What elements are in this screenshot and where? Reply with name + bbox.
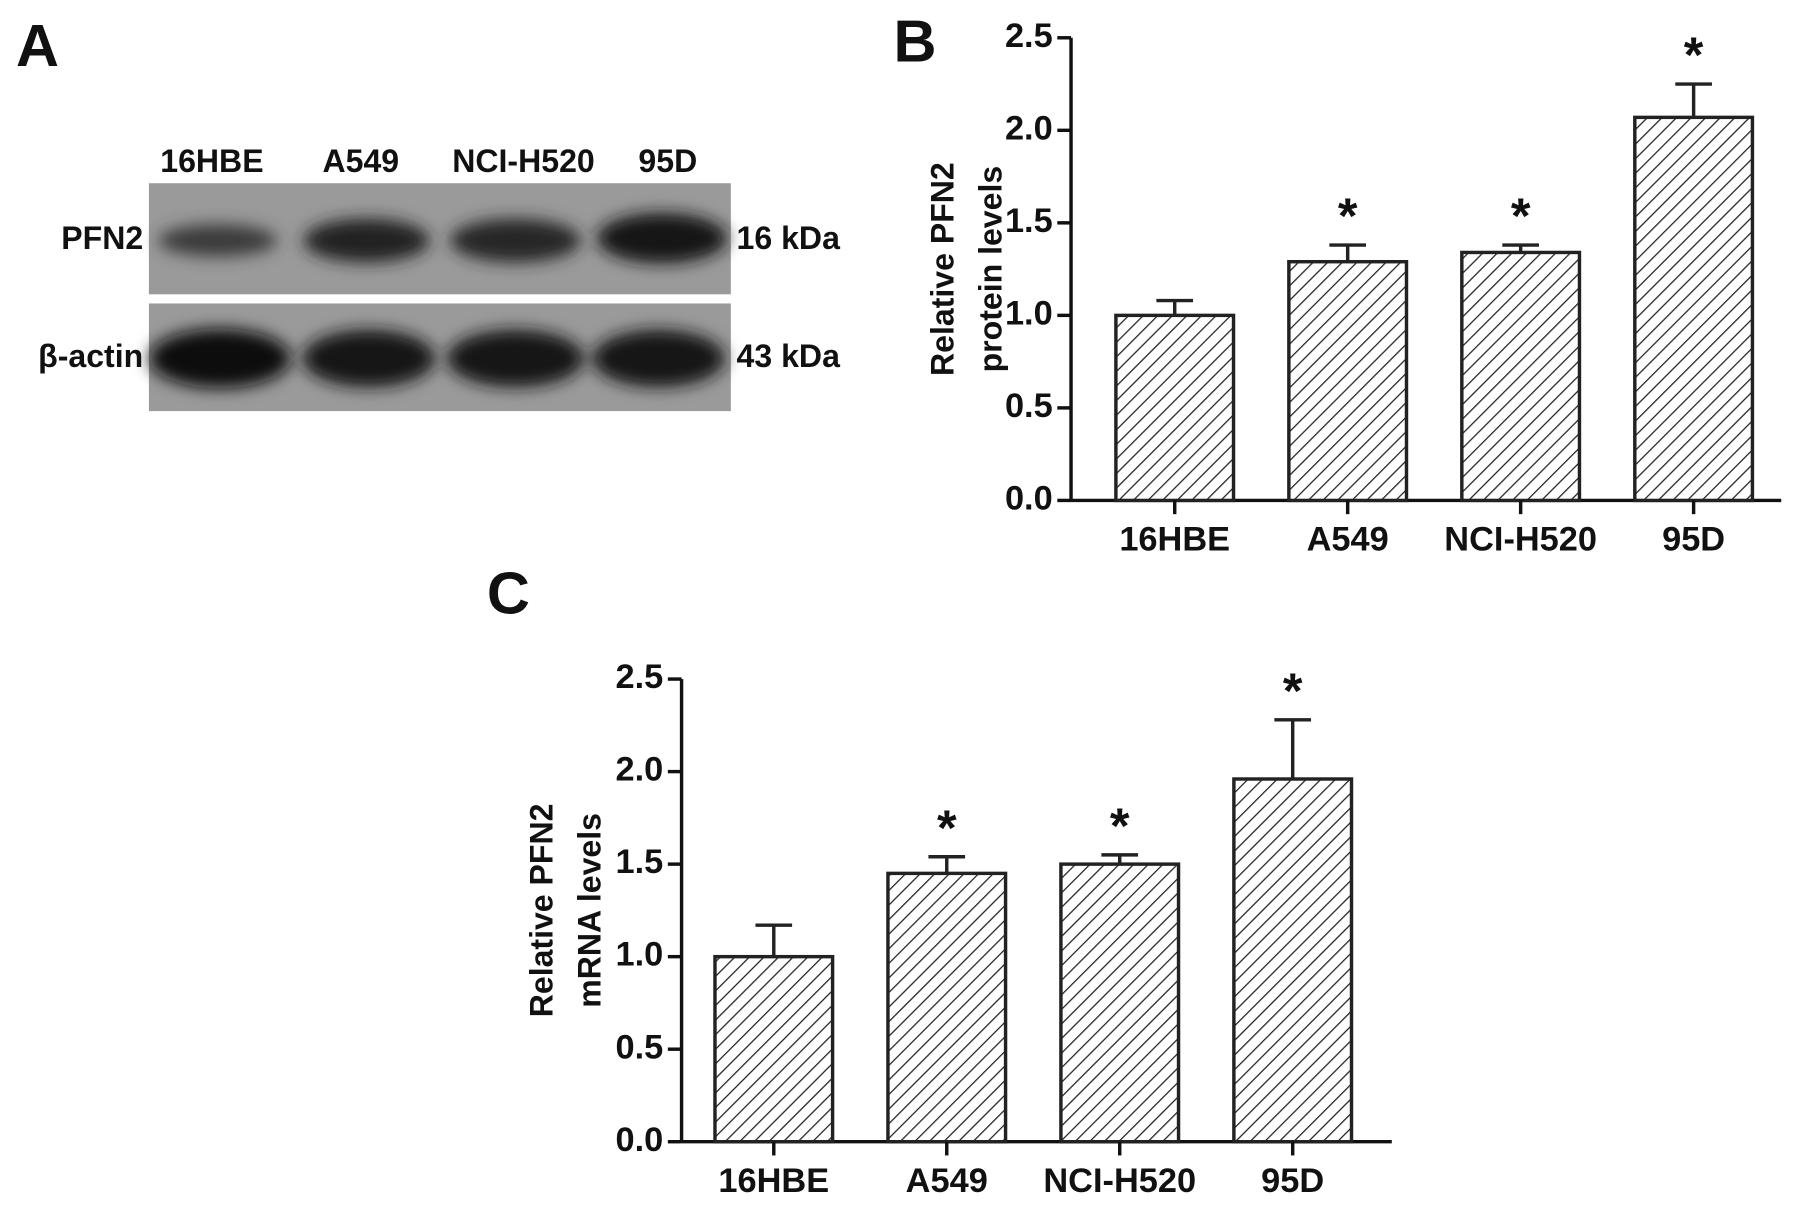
panel-label: C bbox=[487, 560, 530, 627]
y-tick-label: 0.5 bbox=[1005, 387, 1053, 425]
bar bbox=[1059, 862, 1181, 1144]
x-tick-label: NCI-H520 bbox=[1444, 521, 1597, 559]
y-tick-label: 2.5 bbox=[615, 658, 663, 696]
y-axis-label: mRNA levels bbox=[572, 813, 608, 1008]
y-tick-label: 0.0 bbox=[1005, 480, 1053, 518]
size-label: 43 kDa bbox=[737, 338, 842, 374]
lane-label: 16HBE bbox=[160, 143, 263, 179]
x-tick-label: A549 bbox=[1307, 521, 1389, 559]
chart: C Relative PFN2 mRNA levels 0.0 0.5 1.0 1.5 2.0… bbox=[487, 560, 1392, 1200]
panel-label: A bbox=[16, 12, 59, 79]
row-label: β-actin bbox=[38, 338, 143, 374]
y-tick-label: 1.5 bbox=[1005, 202, 1053, 240]
bar bbox=[1460, 250, 1582, 503]
bar bbox=[1232, 777, 1354, 1144]
chart: B Relative PFN2 protein levels 0.0 0.5 1.0 1.5… bbox=[893, 8, 1782, 559]
x-tick-label: 16HBE bbox=[718, 1162, 829, 1200]
bar bbox=[1287, 259, 1409, 503]
western-blot: A 16HBE A549 NCI-H520 95D PFN2 β-actin 1… bbox=[16, 12, 842, 412]
y-axis-label: Relative PFN2 bbox=[925, 162, 961, 376]
y-tick-label: 1.0 bbox=[615, 936, 663, 974]
y-tick-label: 0.0 bbox=[615, 1121, 663, 1159]
bar bbox=[1633, 115, 1755, 503]
x-tick-label: NCI-H520 bbox=[1043, 1162, 1196, 1200]
y-tick-label: 1.5 bbox=[615, 843, 663, 881]
x-tick-label: A549 bbox=[906, 1162, 988, 1200]
lane-label: NCI-H520 bbox=[452, 143, 595, 179]
size-label: 16 kDa bbox=[737, 220, 842, 256]
panel-label: B bbox=[893, 8, 936, 75]
bar bbox=[886, 871, 1008, 1144]
y-axis-label: Relative PFN2 bbox=[524, 804, 560, 1018]
significance: * bbox=[1511, 187, 1531, 244]
significance: * bbox=[1338, 187, 1358, 244]
bar bbox=[713, 954, 835, 1144]
row-label: PFN2 bbox=[61, 220, 143, 256]
y-tick-label: 0.5 bbox=[615, 1028, 663, 1066]
bar bbox=[1114, 313, 1236, 503]
significance: * bbox=[937, 799, 957, 856]
x-tick-label: 16HBE bbox=[1119, 521, 1230, 559]
significance: * bbox=[1684, 26, 1704, 83]
y-tick-label: 2.0 bbox=[1005, 109, 1053, 147]
y-tick-label: 2.5 bbox=[1005, 17, 1053, 55]
lane-label: 95D bbox=[638, 143, 697, 179]
lane-label: A549 bbox=[323, 143, 400, 179]
significance: * bbox=[1283, 662, 1303, 719]
bands bbox=[148, 212, 728, 389]
y-axis-label: protein levels bbox=[973, 166, 1009, 373]
y-tick-label: 1.0 bbox=[1005, 294, 1053, 332]
x-tick-label: 95D bbox=[1261, 1162, 1324, 1200]
x-tick-label: 95D bbox=[1662, 521, 1725, 559]
y-tick-label: 2.0 bbox=[615, 751, 663, 789]
significance: * bbox=[1110, 797, 1130, 854]
